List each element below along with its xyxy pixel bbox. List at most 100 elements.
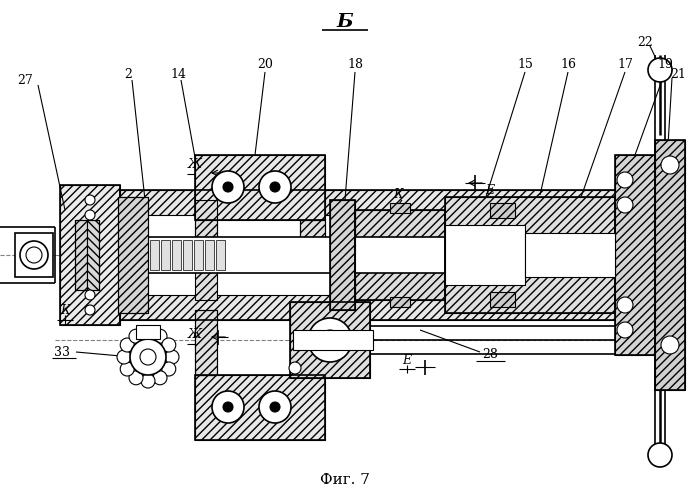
Text: 18: 18 xyxy=(347,58,363,71)
Bar xyxy=(615,155,655,355)
Bar xyxy=(60,185,120,325)
Circle shape xyxy=(162,338,176,352)
Text: 16: 16 xyxy=(560,58,576,71)
Text: Е: Е xyxy=(486,184,495,196)
Circle shape xyxy=(270,402,280,412)
Circle shape xyxy=(259,391,291,423)
Circle shape xyxy=(162,362,176,376)
Bar xyxy=(655,140,685,390)
Bar xyxy=(300,220,325,260)
Bar xyxy=(525,233,615,277)
Text: Е: Е xyxy=(402,354,412,366)
Circle shape xyxy=(85,195,95,205)
Bar xyxy=(172,240,181,270)
Bar xyxy=(60,185,120,325)
Bar xyxy=(120,295,640,320)
Circle shape xyxy=(129,329,143,343)
Text: 22: 22 xyxy=(637,36,653,49)
Bar xyxy=(195,155,325,220)
Text: 14: 14 xyxy=(170,68,186,82)
Bar xyxy=(216,240,225,270)
Bar xyxy=(445,197,615,313)
Circle shape xyxy=(648,443,672,467)
Bar xyxy=(490,292,515,307)
Circle shape xyxy=(85,305,95,315)
Circle shape xyxy=(289,362,301,374)
Circle shape xyxy=(129,371,143,385)
Circle shape xyxy=(308,318,352,362)
Bar xyxy=(15,233,53,277)
Bar xyxy=(87,220,99,290)
Circle shape xyxy=(648,58,672,82)
Bar xyxy=(161,240,170,270)
Circle shape xyxy=(212,391,244,423)
Text: 19: 19 xyxy=(657,58,673,71)
Bar xyxy=(330,200,355,310)
Bar xyxy=(118,197,148,313)
Bar xyxy=(445,197,615,313)
Text: К: К xyxy=(393,188,403,202)
Circle shape xyxy=(130,339,166,375)
Bar xyxy=(205,240,214,270)
Bar xyxy=(136,325,160,339)
Text: 33: 33 xyxy=(54,346,70,358)
Bar xyxy=(195,200,217,300)
Bar xyxy=(355,210,445,300)
Text: Б: Б xyxy=(337,13,353,31)
Circle shape xyxy=(661,336,679,354)
Bar xyxy=(330,200,355,310)
Circle shape xyxy=(153,329,167,343)
Circle shape xyxy=(617,172,633,188)
Bar xyxy=(195,310,217,375)
Circle shape xyxy=(617,297,633,313)
Bar xyxy=(490,203,515,218)
Bar xyxy=(300,220,325,260)
Circle shape xyxy=(120,362,134,376)
Bar xyxy=(445,225,525,285)
Circle shape xyxy=(141,374,155,388)
Bar xyxy=(183,240,192,270)
Bar xyxy=(75,220,99,290)
Text: 20: 20 xyxy=(257,58,273,71)
Circle shape xyxy=(212,171,244,203)
Circle shape xyxy=(140,349,156,365)
Bar xyxy=(290,302,370,378)
Bar xyxy=(120,190,640,320)
Bar xyxy=(75,220,87,290)
Bar xyxy=(120,190,640,215)
Circle shape xyxy=(117,350,131,364)
Text: 27: 27 xyxy=(17,74,33,86)
Circle shape xyxy=(85,290,95,300)
Circle shape xyxy=(270,182,280,192)
Text: Ж: Ж xyxy=(188,158,202,172)
Circle shape xyxy=(661,156,679,174)
Text: 28: 28 xyxy=(482,348,498,362)
Circle shape xyxy=(141,326,155,340)
Circle shape xyxy=(165,350,179,364)
Bar xyxy=(195,375,325,440)
Bar xyxy=(655,140,685,390)
Bar xyxy=(195,220,217,255)
Bar xyxy=(390,297,410,307)
Text: Фиг. 7: Фиг. 7 xyxy=(320,473,370,487)
Bar xyxy=(390,203,410,213)
Bar xyxy=(615,155,655,355)
Bar xyxy=(195,375,325,440)
Circle shape xyxy=(20,241,48,269)
Text: Ж: Ж xyxy=(188,328,202,342)
Circle shape xyxy=(26,247,42,263)
Bar xyxy=(120,237,540,273)
Bar xyxy=(355,210,445,300)
Circle shape xyxy=(259,171,291,203)
Text: 15: 15 xyxy=(517,58,533,71)
Circle shape xyxy=(320,330,340,350)
Circle shape xyxy=(223,182,233,192)
Bar xyxy=(290,302,370,378)
Circle shape xyxy=(617,197,633,213)
Circle shape xyxy=(85,210,95,220)
Circle shape xyxy=(617,322,633,338)
Bar xyxy=(194,240,203,270)
Bar xyxy=(293,330,373,350)
Bar xyxy=(195,155,325,220)
Text: 17: 17 xyxy=(617,58,633,71)
